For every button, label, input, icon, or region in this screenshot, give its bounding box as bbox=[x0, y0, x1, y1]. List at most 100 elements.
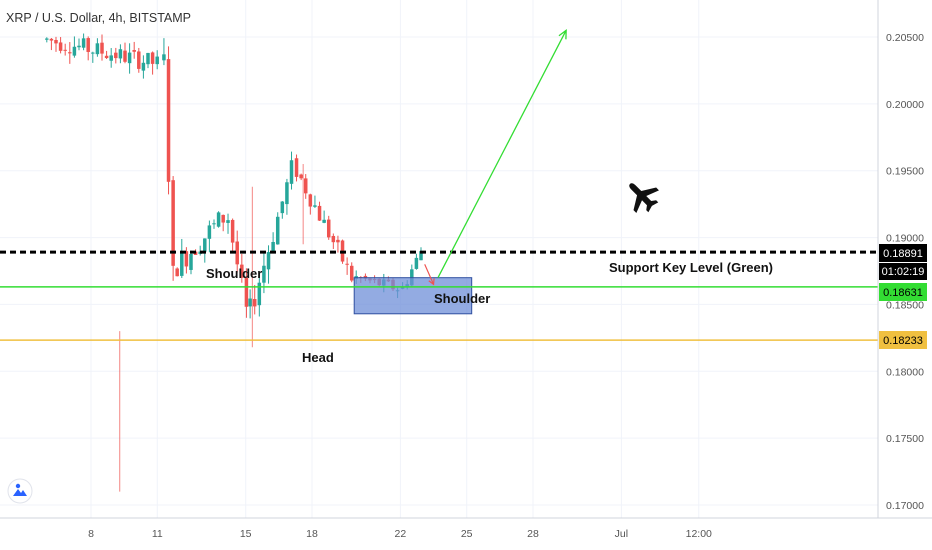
candle[interactable] bbox=[257, 271, 262, 317]
candle[interactable] bbox=[280, 201, 285, 219]
candle[interactable] bbox=[180, 238, 184, 278]
candle[interactable] bbox=[104, 50, 109, 60]
candle[interactable] bbox=[349, 262, 354, 283]
candle[interactable] bbox=[77, 38, 81, 51]
candle[interactable] bbox=[252, 284, 257, 315]
candle[interactable] bbox=[299, 173, 303, 181]
countdown-badge: 01:02:19 bbox=[879, 263, 927, 280]
candle[interactable] bbox=[294, 154, 299, 182]
candle[interactable] bbox=[414, 253, 419, 270]
candle[interactable] bbox=[244, 268, 249, 318]
candle[interactable] bbox=[68, 42, 72, 64]
candle[interactable] bbox=[322, 210, 326, 224]
candle[interactable] bbox=[317, 201, 322, 221]
time-axis[interactable]: 8 11 15 18 22 25 28 Jul 12:00 bbox=[88, 528, 712, 540]
candle[interactable] bbox=[226, 213, 230, 234]
projection-arrow-head bbox=[558, 28, 567, 40]
candle[interactable] bbox=[109, 48, 113, 68]
support-zone-box[interactable] bbox=[353, 277, 473, 315]
candle[interactable] bbox=[345, 257, 349, 275]
candle[interactable] bbox=[123, 42, 127, 64]
candle[interactable] bbox=[137, 47, 141, 73]
candle[interactable] bbox=[100, 34, 104, 61]
price-badge-black-text: 0.18891 bbox=[883, 248, 923, 260]
candle[interactable] bbox=[118, 44, 123, 64]
candle[interactable] bbox=[326, 215, 331, 240]
candle[interactable] bbox=[419, 247, 423, 261]
candle[interactable] bbox=[271, 232, 275, 254]
candle[interactable] bbox=[175, 267, 179, 277]
candle[interactable] bbox=[203, 238, 207, 263]
left-shoulder-label: Shoulder bbox=[206, 266, 262, 281]
time-tick-label: 18 bbox=[306, 528, 318, 540]
candle[interactable] bbox=[114, 47, 118, 64]
candle[interactable] bbox=[303, 174, 308, 199]
candle[interactable] bbox=[58, 37, 63, 54]
price-axis[interactable]: 0.20500 0.20000 0.19500 0.19000 0.18500 0.180… bbox=[886, 32, 924, 512]
price-badge-green: 0.18631 bbox=[879, 283, 927, 301]
candle[interactable] bbox=[162, 38, 166, 66]
candle[interactable] bbox=[212, 219, 216, 229]
candle[interactable] bbox=[189, 250, 193, 275]
candle[interactable] bbox=[141, 55, 146, 79]
candle[interactable] bbox=[91, 51, 95, 63]
candle[interactable] bbox=[216, 211, 221, 228]
chart-title: XRP / U.S. Dollar, 4h, BITSTAMP bbox=[6, 11, 191, 25]
candle[interactable] bbox=[240, 253, 244, 283]
candle[interactable] bbox=[95, 38, 100, 57]
price-tick-label: 0.19500 bbox=[886, 166, 924, 178]
price-tick-label: 0.18500 bbox=[886, 299, 924, 311]
candle[interactable] bbox=[266, 245, 271, 284]
time-tick-label: 15 bbox=[240, 528, 252, 540]
price-tick-label: 0.18000 bbox=[886, 366, 924, 378]
small-red-arrow-head bbox=[428, 278, 435, 286]
price-badge-green-text: 0.18631 bbox=[883, 287, 923, 299]
candle[interactable] bbox=[289, 151, 294, 190]
time-tick-label: 12:00 bbox=[686, 528, 712, 540]
arrows[interactable] bbox=[424, 28, 567, 286]
candle[interactable] bbox=[235, 230, 239, 273]
candle[interactable] bbox=[146, 52, 150, 69]
candle[interactable] bbox=[166, 46, 171, 195]
candle[interactable] bbox=[308, 193, 313, 215]
candle[interactable] bbox=[63, 43, 67, 56]
candle[interactable] bbox=[221, 214, 225, 232]
candle[interactable] bbox=[248, 289, 252, 319]
right-shoulder-label: Shoulder bbox=[434, 291, 490, 306]
support-key-level-label: Support Key Level (Green) bbox=[609, 260, 773, 275]
candle[interactable] bbox=[45, 37, 49, 43]
projection-arrow[interactable] bbox=[437, 30, 567, 278]
tradingview-logo-icon[interactable] bbox=[7, 478, 33, 504]
price-tick-label: 0.19000 bbox=[886, 233, 924, 245]
time-tick-label: 11 bbox=[152, 528, 163, 540]
candle[interactable] bbox=[171, 176, 175, 281]
price-tick-label: 0.20000 bbox=[886, 99, 924, 111]
candle[interactable] bbox=[132, 41, 136, 59]
candle[interactable] bbox=[230, 218, 235, 254]
candle[interactable] bbox=[81, 33, 86, 51]
price-tick-label: 0.17000 bbox=[886, 500, 924, 512]
candle[interactable] bbox=[331, 233, 336, 249]
time-tick-label: 25 bbox=[461, 528, 473, 540]
candle[interactable] bbox=[275, 212, 280, 245]
candle[interactable] bbox=[313, 195, 317, 208]
candle[interactable] bbox=[184, 247, 189, 274]
candle[interactable] bbox=[150, 51, 155, 75]
countdown-text: 01:02:19 bbox=[882, 266, 925, 278]
candle[interactable] bbox=[155, 50, 159, 70]
head-label: Head bbox=[302, 350, 334, 365]
time-tick-label: 22 bbox=[395, 528, 407, 540]
candle[interactable] bbox=[54, 36, 58, 52]
candle[interactable] bbox=[86, 36, 90, 61]
small-red-arrow[interactable] bbox=[424, 264, 435, 285]
candle[interactable] bbox=[285, 178, 289, 215]
candle[interactable] bbox=[207, 220, 212, 253]
price-badge-orange: 0.18233 bbox=[879, 331, 927, 349]
time-tick-label: Jul bbox=[615, 528, 628, 540]
candle[interactable] bbox=[49, 37, 54, 51]
candle[interactable] bbox=[336, 235, 340, 253]
candle[interactable] bbox=[127, 43, 132, 74]
candle[interactable] bbox=[72, 36, 77, 58]
